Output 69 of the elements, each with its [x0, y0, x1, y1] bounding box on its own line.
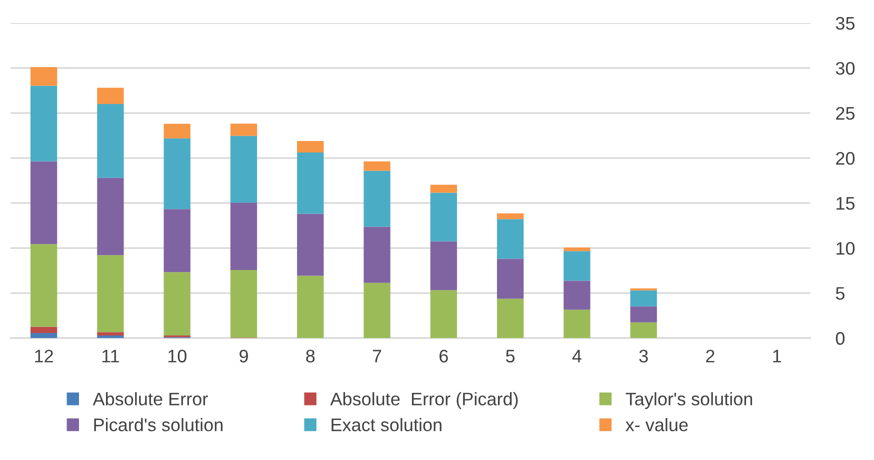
- bar: [30, 86, 58, 162]
- bar: [297, 141, 324, 152]
- bar: [564, 247, 590, 252]
- bar: [496, 258, 524, 299]
- bar: [297, 214, 324, 276]
- bar: [496, 219, 524, 259]
- y-tick-label: 20: [836, 152, 855, 165]
- bar: [430, 241, 457, 290]
- x-tick-label: 11: [102, 350, 119, 362]
- bar: [97, 332, 124, 336]
- bar: [297, 276, 324, 338]
- bar: [30, 326, 58, 334]
- bar: [97, 335, 124, 338]
- legend-label: x- value: [626, 418, 688, 432]
- bar: [430, 192, 457, 242]
- bar: [164, 138, 190, 210]
- bar: [30, 244, 58, 327]
- bar: [297, 152, 324, 214]
- legend-label: Absolute Error: [92, 392, 208, 406]
- bar: [630, 306, 657, 322]
- bar: [630, 322, 657, 338]
- legend-label: Exact solution: [332, 418, 442, 432]
- y-tick-label: 10: [836, 242, 855, 255]
- bar: [30, 333, 58, 338]
- legend-label: Picard's solution: [94, 418, 222, 432]
- bar: [164, 209, 190, 272]
- bar: [164, 124, 190, 138]
- x-tick-label: 1: [773, 350, 782, 362]
- x-tick-label: 6: [440, 350, 448, 362]
- legend-label: Taylor's solution: [626, 392, 752, 409]
- bar: [430, 290, 457, 338]
- bar: [364, 282, 390, 338]
- bar: [364, 226, 390, 283]
- bar: [630, 290, 657, 306]
- x-tick-label: 3: [639, 350, 648, 362]
- bar: [164, 272, 190, 336]
- bar: [30, 67, 58, 86]
- x-tick-label: 12: [35, 350, 53, 362]
- y-tick-label: 25: [836, 106, 855, 120]
- x-tick-label: 8: [306, 350, 315, 362]
- x-tick-label: 7: [372, 350, 382, 362]
- bar: [230, 202, 258, 270]
- bar: [97, 88, 124, 104]
- x-tick-label: 2: [706, 350, 714, 362]
- bar: [564, 310, 590, 338]
- y-tick-label: 15: [836, 197, 855, 210]
- x-tick-label: 4: [572, 350, 582, 362]
- bar: [496, 213, 524, 220]
- y-tick-label: 5: [836, 287, 844, 300]
- bar: [564, 280, 590, 310]
- bar: [230, 270, 258, 338]
- bar: [97, 104, 124, 178]
- legend-label: Absolute Error (Picard): [330, 392, 518, 409]
- bar: [97, 178, 124, 256]
- x-tick-label: 9: [240, 350, 248, 362]
- y-tick-label: 35: [836, 16, 855, 30]
- x-tick-label: 10: [168, 350, 186, 362]
- bar: [364, 161, 390, 171]
- bar: [430, 184, 457, 193]
- bar: [364, 170, 390, 227]
- bar: [496, 298, 524, 338]
- y-tick-label: 0: [836, 332, 845, 345]
- bar: [30, 161, 58, 244]
- x-tick-label: 5: [506, 350, 515, 362]
- bar: [97, 255, 124, 332]
- bar: [230, 124, 258, 136]
- bar: [564, 251, 590, 281]
- y-tick-label: 30: [836, 62, 855, 75]
- bar: [230, 136, 258, 203]
